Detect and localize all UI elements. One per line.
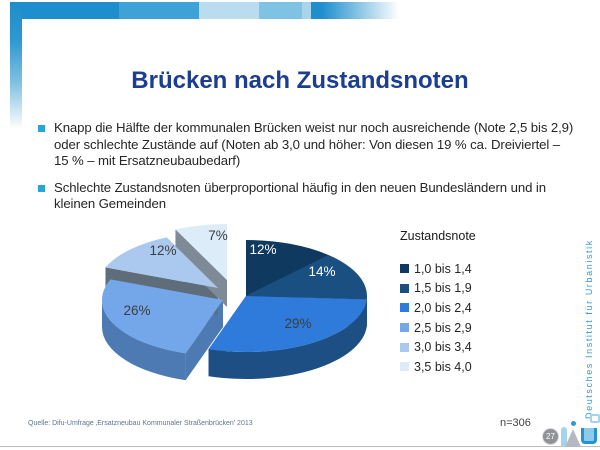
legend-swatch-icon	[400, 303, 409, 313]
source-note: Quelle: Difu-Umfrage ‚Ersatzneubau Kommu…	[28, 420, 253, 427]
pie-slice	[208, 296, 367, 352]
legend-label: 2,0 bis 2,4	[414, 300, 472, 315]
legend-label: 1,5 bis 1,9	[414, 281, 472, 296]
legend-item: 2,0 bis 2,4	[400, 298, 476, 318]
bullet-text: Knapp die Hälfte der kommunalen Brücken …	[54, 120, 574, 169]
legend-rows: 1,0 bis 1,4 1,5 bis 1,9 2,0 bis 2,4 2,5 bis…	[400, 259, 476, 377]
pie-slice-label: 26%	[123, 303, 150, 318]
legend-swatch-icon	[400, 264, 409, 274]
difu-logo	[559, 414, 600, 448]
legend-swatch-icon	[400, 362, 409, 372]
bullet-square-icon	[38, 184, 45, 192]
legend-title: Zustandsnote	[400, 229, 476, 243]
page-title: Brücken nach Zustandsnoten	[131, 67, 469, 95]
legend-label: 3,5 bis 4,0	[414, 359, 472, 374]
legend-label: 2,5 bis 2,9	[414, 320, 472, 335]
legend-item: 2,5 bis 2,9	[400, 318, 476, 338]
logo-bar-icon	[561, 427, 567, 447]
logo-u-icon	[581, 428, 597, 444]
pie-slice-label: 12%	[249, 242, 276, 257]
pie-slice	[246, 240, 329, 296]
legend-swatch-icon	[400, 342, 409, 352]
bullet-list: Knapp die Hälfte der kommunalen Brücken …	[38, 120, 575, 223]
pie-slice-wall	[208, 299, 367, 379]
header-top-gradient-bar	[22, 2, 400, 19]
pie-slice	[105, 237, 218, 288]
legend-swatch-icon	[400, 323, 409, 333]
institute-vertical-text: Deutsches Institut für Urbanistik	[584, 239, 594, 419]
pie-slice	[102, 279, 223, 354]
legend-item: 1,0 bis 1,4	[400, 259, 476, 279]
pie-chart: 12% 14% 29% 26% 12% 7%	[102, 224, 367, 381]
legend-label: 1,0 bis 1,4	[414, 261, 472, 276]
slide-bottom-border	[0, 446, 600, 447]
page-number-badge: 27	[542, 428, 559, 445]
sample-size-label: n=306	[500, 417, 531, 429]
legend-item: 3,5 bis 4,0	[400, 357, 476, 377]
pie-slice-label: 29%	[284, 316, 311, 331]
pie-slice-wall	[102, 300, 186, 381]
pie-slice	[246, 255, 367, 300]
pie-slice-label: 14%	[308, 264, 335, 279]
pie-slice-label: 12%	[149, 243, 176, 258]
legend-item: 3,0 bis 3,4	[400, 337, 476, 357]
logo-triangle-icon	[565, 429, 581, 447]
chart-legend: Zustandsnote 1,0 bis 1,4 1,5 bis 1,9 2,0 b…	[400, 229, 476, 377]
logo-square-icon	[590, 414, 600, 423]
bullet-text: Schlechte Zustandsnoten überproportional…	[54, 179, 546, 212]
bullet-item: Knapp die Hälfte der kommunalen Brücken …	[38, 120, 575, 170]
legend-swatch-icon	[400, 283, 409, 293]
bullet-item: Schlechte Zustandsnoten überproportional…	[38, 180, 575, 213]
bullet-square-icon	[38, 125, 45, 132]
pie-slice	[175, 224, 227, 280]
pie-slice-label: 7%	[208, 228, 228, 243]
header-left-gradient-bar	[10, 2, 22, 129]
legend-item: 1,5 bis 1,9	[400, 279, 476, 299]
pie-slice-side	[175, 229, 227, 307]
legend-label: 3,0 bis 3,4	[414, 340, 472, 355]
logo-dot-icon	[571, 421, 576, 426]
